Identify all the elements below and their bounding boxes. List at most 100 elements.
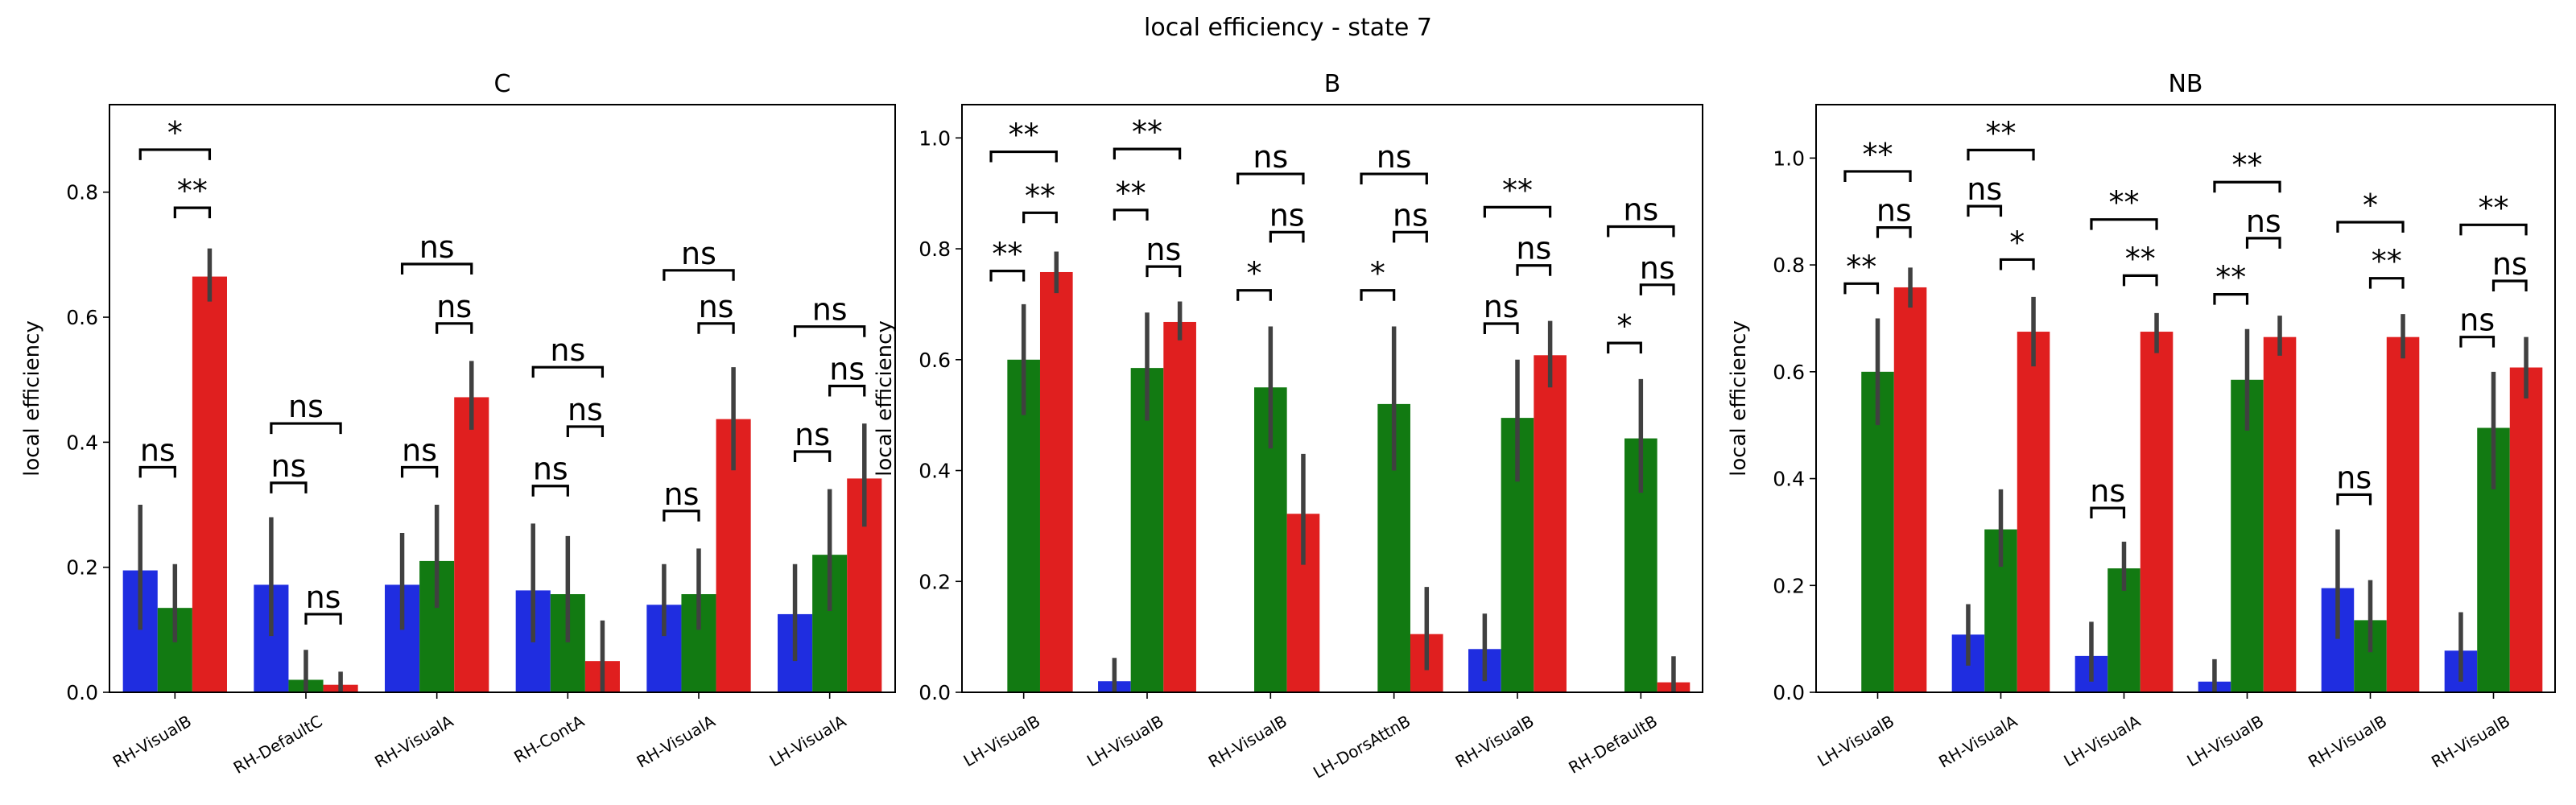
significance-label: ns	[1876, 193, 1912, 229]
significance-bracket	[2245, 237, 2281, 249]
x-tick-label: RH-VisualB	[2428, 712, 2513, 772]
significance-label: *	[167, 115, 183, 151]
bar	[454, 397, 489, 692]
significance-label: ns	[306, 580, 341, 615]
significance-bracket	[531, 485, 569, 497]
significance-bracket	[1360, 172, 1428, 185]
significance-bracket	[1269, 230, 1305, 243]
significance-label: **	[1986, 115, 2017, 151]
significance-bracket	[2213, 292, 2249, 305]
y-axis-label: local efficiency	[873, 320, 897, 477]
significance-label: ns	[1253, 139, 1288, 175]
significance-bracket	[663, 269, 735, 281]
x-tick-label: RH-VisualA	[1935, 711, 2021, 771]
significance-bracket	[1843, 282, 1880, 295]
significance-label: ns	[1516, 231, 1551, 266]
significance-label: **	[1116, 175, 1146, 211]
significance-label: ns	[1377, 139, 1412, 175]
significance-bracket	[173, 206, 212, 219]
bar	[192, 276, 227, 692]
significance-bracket	[697, 322, 735, 334]
significance-label: **	[2215, 260, 2246, 295]
significance-label: **	[1009, 118, 1039, 153]
significance-bracket	[1516, 264, 1552, 276]
significance-label: ns	[681, 236, 716, 271]
significance-bracket	[989, 270, 1026, 282]
significance-label: ns	[2336, 460, 2372, 495]
significance-label: ns	[829, 351, 865, 386]
chart-title: NB	[2168, 70, 2202, 98]
bar	[2386, 336, 2420, 692]
significance-label: *	[1370, 256, 1385, 291]
significance-bracket	[400, 262, 473, 275]
significance-bracket	[1393, 230, 1428, 243]
significance-bracket	[1967, 148, 2035, 161]
bar	[1893, 287, 1927, 692]
y-tick-label: 0.6	[1773, 361, 1805, 384]
significance-bracket	[793, 325, 866, 337]
significance-bracket	[2213, 180, 2281, 193]
y-tick-label: 0.8	[1773, 254, 1805, 277]
significance-bracket	[1113, 147, 1182, 160]
y-tick-label: 0.0	[66, 681, 98, 704]
significance-bracket	[1113, 208, 1149, 221]
significance-label: ns	[436, 289, 472, 324]
significance-label: ns	[1967, 171, 2002, 207]
figure-suptitle: local efficiency - state 7	[1144, 14, 1432, 42]
significance-bracket	[989, 150, 1058, 163]
x-tick-label: RH-ContA	[510, 711, 588, 766]
significance-bracket	[1876, 226, 1912, 238]
chart-title: C	[494, 70, 511, 98]
bar	[1534, 355, 1567, 692]
x-tick-label: RH-VisualB	[109, 712, 195, 772]
axes-frame	[961, 104, 1703, 693]
x-tick-label: LH-VisualA	[766, 711, 850, 770]
significance-label: *	[2009, 225, 2025, 260]
bar	[1163, 321, 1196, 692]
significance-bracket	[1999, 258, 2035, 270]
significance-label: ns	[1269, 197, 1305, 233]
y-tick-label: 0.2	[919, 570, 951, 593]
x-tick-label: RH-VisualB	[1205, 712, 1290, 772]
significance-bracket	[793, 450, 832, 463]
x-tick-label: RH-DefaultC	[230, 712, 326, 778]
significance-label: ns	[419, 229, 455, 265]
significance-label: ns	[1393, 197, 1428, 233]
y-tick-label: 0.6	[66, 306, 98, 329]
significance-label: ns	[795, 417, 830, 452]
significance-label: *	[1247, 256, 1262, 291]
bar	[2017, 332, 2050, 692]
significance-bracket	[1639, 283, 1675, 295]
significance-bracket	[2459, 223, 2528, 236]
significance-bracket	[2336, 221, 2405, 233]
significance-bracket	[436, 322, 473, 334]
significance-label: ns	[1623, 192, 1658, 228]
significance-label: ns	[1640, 250, 1675, 286]
significance-bracket	[1236, 172, 1305, 185]
significance-bracket	[1146, 265, 1182, 278]
significance-bracket	[2491, 279, 2528, 291]
bar	[2231, 379, 2264, 692]
x-tick-label: LH-DorsAttnB	[1310, 712, 1414, 782]
significance-bracket	[270, 422, 342, 435]
axes-frame	[109, 104, 896, 693]
significance-label: *	[1617, 308, 1633, 344]
significance-bracket	[304, 613, 342, 625]
significance-label: ns	[140, 432, 175, 468]
significance-bracket	[1483, 322, 1519, 335]
significance-bracket	[270, 481, 308, 493]
significance-label: **	[1025, 178, 1055, 213]
significance-bracket	[2122, 274, 2158, 287]
significance-bracket	[828, 384, 866, 397]
x-tick-label: RH-VisualB	[2305, 712, 2390, 772]
significance-label: ns	[550, 332, 585, 368]
significance-label: **	[177, 173, 208, 208]
significance-label: **	[1132, 114, 1162, 150]
significance-label: ns	[2246, 204, 2281, 239]
significance-bracket	[531, 365, 605, 378]
y-tick-label: 0.4	[919, 460, 951, 483]
